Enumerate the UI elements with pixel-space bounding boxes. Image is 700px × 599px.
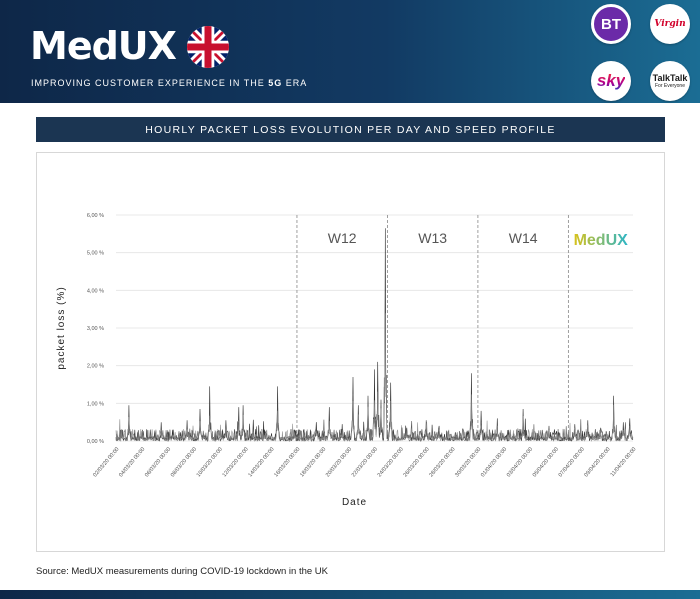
x-tick-label: 03/04/20 00:00 [506, 446, 534, 478]
medux-watermark: MedUX [574, 232, 629, 249]
x-tick-label: 12/03/20 00:00 [222, 446, 250, 478]
x-tick-label: 08/03/20 00:00 [170, 446, 198, 478]
week-label: W13 [418, 230, 447, 246]
x-tick-label: 20/03/20 00:00 [325, 446, 353, 478]
x-tick-label: 05/04/20 00:00 [532, 446, 560, 478]
x-tick-label: 24/03/20 00:00 [377, 446, 405, 478]
tagline-before: IMPROVING CUSTOMER EXPERIENCE IN THE [31, 78, 269, 88]
source-note: Source: MedUX measurements during COVID-… [36, 566, 328, 577]
talktalk-subtitle: For Everyone [654, 82, 685, 89]
x-axis-label: Date [342, 497, 367, 508]
x-tick-label: 16/03/20 00:00 [273, 446, 301, 478]
series-line-1 [115, 228, 634, 443]
header-banner: MedUX IMPROVING CUSTOMER EXPERIENCE IN T… [0, 0, 700, 103]
x-tick-label: 22/03/20 00:00 [351, 446, 379, 478]
x-tick-label: 11/04/20 00:00 [610, 446, 638, 478]
y-tick-label: 1,00 % [87, 401, 104, 407]
tagline: IMPROVING CUSTOMER EXPERIENCE IN THE 5G … [31, 78, 307, 88]
sky-logo-text: sky [596, 71, 626, 90]
y-tick-label: 5,00 % [87, 251, 104, 257]
uk-flag-icon [187, 26, 229, 68]
virgin-logo: Virgin [650, 4, 690, 44]
x-tick-label: 26/03/20 00:00 [403, 446, 431, 478]
series-line-3 [115, 313, 634, 443]
x-tick-label: 01/04/20 00:00 [480, 446, 508, 478]
week-label: W14 [509, 230, 538, 246]
y-tick-label: 4,00 % [87, 288, 104, 294]
talktalk-name: TalkTalk [652, 72, 688, 83]
y-tick-label: 6,00 % [87, 213, 104, 219]
y-tick-label: 3,00 % [87, 326, 104, 332]
x-tick-label: 18/03/20 00:00 [299, 446, 327, 478]
y-tick-label: 0,00 % [87, 439, 104, 445]
chart-container: 0,00 % 1,00 % 2,00 % 3,00 % 4,00 % 5,00 % 6,00… [36, 152, 665, 552]
x-tick-label: 14/03/20 00:00 [247, 446, 275, 478]
footer-bar [0, 590, 700, 599]
y-axis-label: packet loss (%) [56, 286, 67, 369]
y-tick-label: 2,00 % [87, 364, 104, 370]
x-tick-label: 02/03/20 00:00 [92, 446, 120, 478]
tagline-em: 5G [268, 78, 283, 88]
tagline-after: ERA [282, 78, 308, 88]
x-tick-label: 09/04/20 00:00 [583, 446, 611, 478]
x-tick-label: 04/03/20 00:00 [118, 446, 146, 478]
talktalk-logo: TalkTalk For Everyone [650, 61, 690, 101]
sky-logo: sky [591, 61, 631, 101]
series-line-2 [115, 292, 634, 443]
chart-title-bar: HOURLY PACKET LOSS EVOLUTION PER DAY AND… [36, 117, 665, 142]
x-tick-label: 06/03/20 00:00 [144, 446, 172, 478]
x-tick-label: 10/03/20 00:00 [196, 446, 224, 478]
x-tick-label: 07/04/20 00:00 [558, 446, 586, 478]
x-tick-label: 28/03/20 00:00 [428, 446, 456, 478]
brand-logo: MedUX [30, 24, 177, 68]
packet-loss-chart: 0,00 % 1,00 % 2,00 % 3,00 % 4,00 % 5,00 % 6,00… [56, 213, 638, 508]
x-tick-label: 30/03/20 00:00 [454, 446, 482, 478]
bt-logo: BT [591, 4, 631, 44]
week-label: W12 [328, 230, 357, 246]
